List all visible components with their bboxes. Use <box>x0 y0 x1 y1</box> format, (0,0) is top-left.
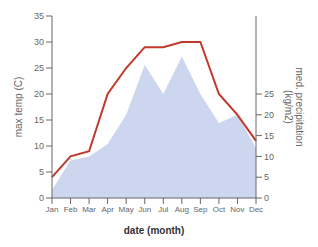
svg-text:Jan: Jan <box>46 205 59 214</box>
svg-text:Feb: Feb <box>64 205 78 214</box>
svg-text:0: 0 <box>264 193 269 203</box>
svg-text:med. precipitation(kg/m2): med. precipitation(kg/m2) <box>283 68 305 147</box>
svg-text:5: 5 <box>39 167 44 177</box>
svg-text:max temp (C): max temp (C) <box>13 77 24 138</box>
svg-text:date (month): date (month) <box>124 225 185 236</box>
svg-text:15: 15 <box>264 131 274 141</box>
svg-text:Mar: Mar <box>82 205 96 214</box>
svg-text:Dec: Dec <box>249 205 263 214</box>
svg-text:Jun: Jun <box>138 205 151 214</box>
svg-text:25: 25 <box>264 89 274 99</box>
svg-text:Jul: Jul <box>158 205 168 214</box>
svg-text:0: 0 <box>39 193 44 203</box>
svg-text:15: 15 <box>34 115 44 125</box>
svg-text:Apr: Apr <box>101 205 114 214</box>
svg-text:5: 5 <box>264 172 269 182</box>
svg-text:May: May <box>119 205 134 214</box>
svg-text:20: 20 <box>264 110 274 120</box>
svg-text:25: 25 <box>34 63 44 73</box>
svg-text:10: 10 <box>34 141 44 151</box>
svg-text:20: 20 <box>34 89 44 99</box>
svg-text:Aug: Aug <box>175 205 189 214</box>
svg-text:Sep: Sep <box>193 205 208 214</box>
svg-text:30: 30 <box>34 37 44 47</box>
svg-text:Oct: Oct <box>213 205 226 214</box>
svg-text:10: 10 <box>264 152 274 162</box>
svg-text:Nov: Nov <box>230 205 244 214</box>
svg-text:35: 35 <box>34 11 44 21</box>
